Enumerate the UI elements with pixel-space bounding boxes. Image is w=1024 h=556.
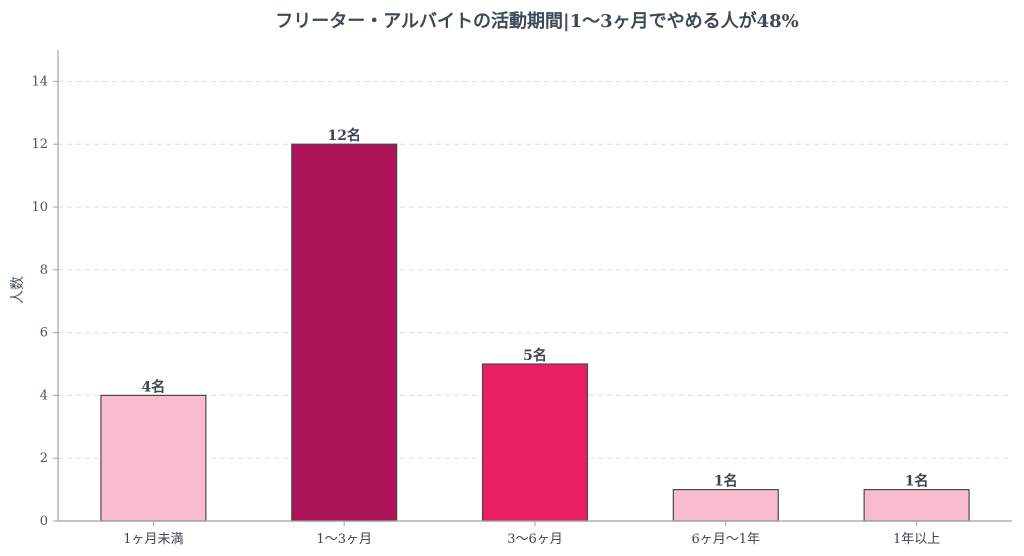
labels: 0 2 4 6 8 10 12 14 4名 1ヶ月未満 12名 1〜3ヶ月 5名 3〜6ヶ月 1名 6ヶ月〜1…	[31, 74, 940, 547]
y-axis-label: 人数	[10, 276, 26, 304]
y-tick-label: 0	[40, 514, 48, 529]
x-tick-label: 6ヶ月〜1年	[692, 532, 761, 547]
x-tick-label: 1〜3ヶ月	[316, 532, 372, 547]
x-tick-label: 3〜6ヶ月	[507, 532, 563, 547]
y-tick-label: 4	[40, 388, 48, 403]
bar	[672, 489, 779, 522]
y-tick-label: 6	[40, 326, 48, 341]
bar-data-label: 12名	[327, 127, 360, 144]
bar	[481, 363, 589, 522]
y-tick-label: 10	[31, 200, 48, 215]
bar-data-label: 1名	[905, 473, 929, 490]
axes	[53, 50, 1012, 526]
y-tick-label: 12	[31, 137, 48, 152]
bar-data-label: 5名	[523, 347, 547, 364]
bars	[100, 143, 970, 522]
x-tick-label: 1年以上	[893, 532, 940, 547]
bar	[863, 489, 970, 522]
y-tick-label: 2	[40, 451, 48, 466]
y-tick-label: 8	[40, 263, 48, 278]
x-tick-label: 1ヶ月未満	[123, 532, 183, 547]
bar-data-label: 4名	[142, 378, 166, 395]
bar-data-label: 1名	[714, 473, 738, 490]
chart-title: フリーター・アルバイトの活動期間|1〜3ヶ月でやめる人が48%	[275, 10, 799, 32]
y-tick-label: 14	[31, 74, 48, 89]
bar	[291, 143, 398, 522]
bar	[100, 394, 207, 522]
